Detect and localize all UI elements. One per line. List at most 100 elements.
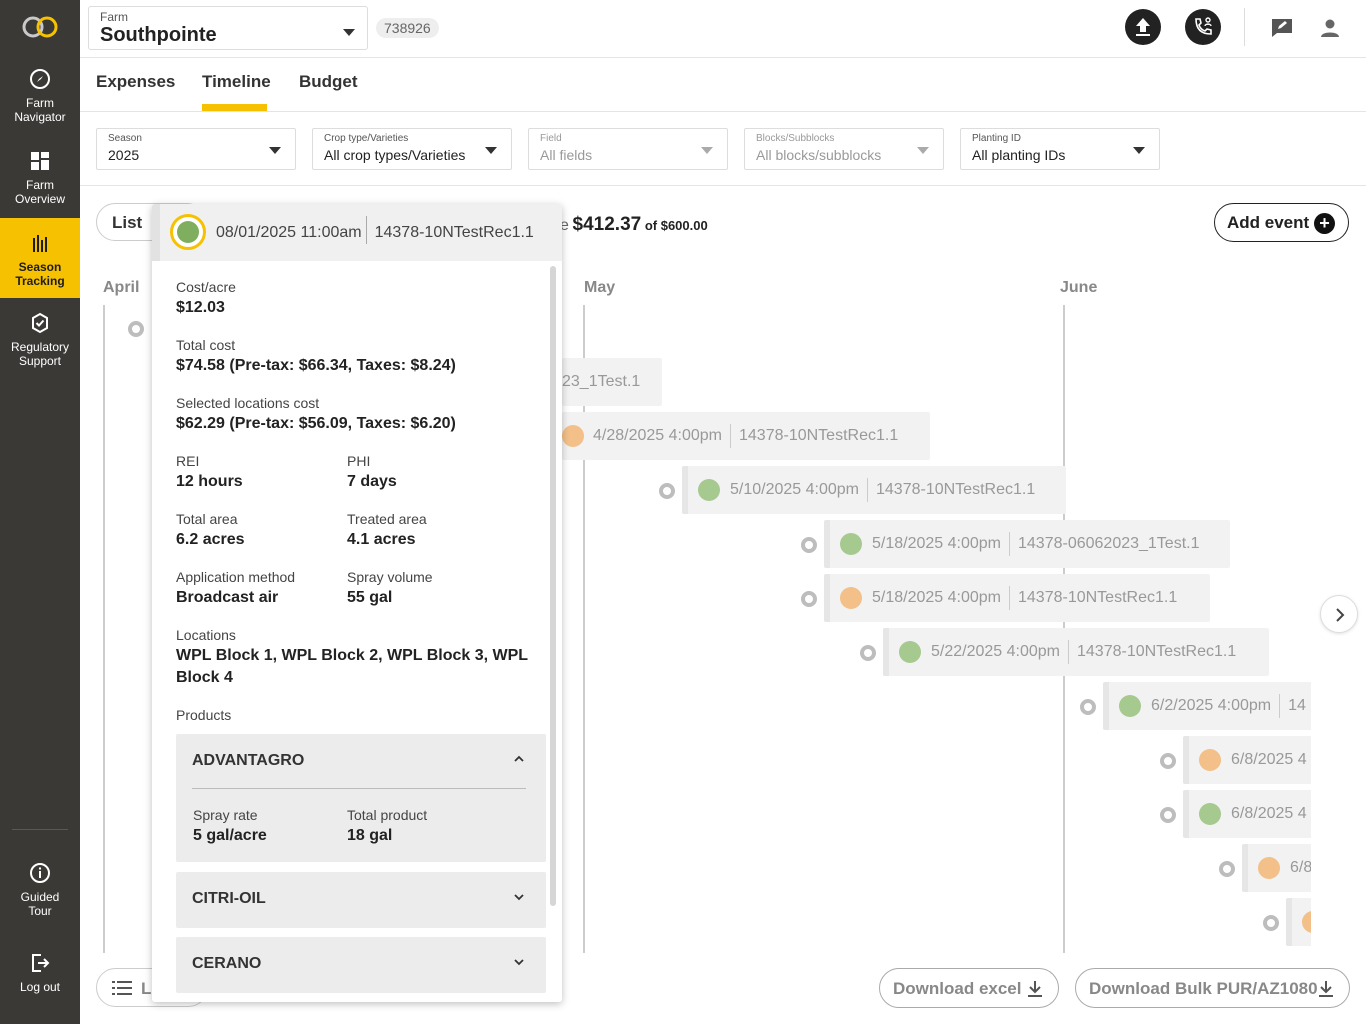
pest-icon [562, 425, 584, 447]
filter-label: Planting ID [972, 133, 1021, 144]
feedback-icon[interactable] [1270, 16, 1294, 40]
rei-value: 12 hours [176, 473, 243, 490]
timeline-event-card[interactable]: 6/2/2025 4:00pm 14 [1103, 682, 1311, 730]
chevron-up-icon[interactable] [514, 754, 524, 764]
accordion-divider [192, 788, 526, 789]
nav-label-line2: Tracking [15, 274, 65, 288]
event-date: 5/10/2025 4:00pm [730, 481, 859, 498]
timeline-dot [128, 321, 144, 337]
blocks-filter[interactable]: Blocks/Subblocks All blocks/subblocks [744, 128, 944, 170]
download-excel-button[interactable]: Download excel [879, 968, 1059, 1008]
product-accordion-cerano[interactable]: CERANO [176, 937, 546, 993]
nav-label-line2: Tour [28, 904, 52, 918]
event-rec: 23_1Test.1 [562, 373, 641, 390]
nav-label-line1: Season [18, 260, 62, 274]
plus-icon: + [1314, 213, 1335, 234]
product-name: ADVANTAGRO [192, 752, 305, 769]
event-date: 6/8/2025 4 [1231, 751, 1307, 768]
add-event-label: Add event [1227, 213, 1310, 232]
budget-prefix: e [560, 217, 569, 234]
filter-label: Crop type/Varieties [324, 133, 409, 144]
timeline-event-card[interactable]: 5/22/2025 4:00pm 14378-10NTestRec1.1 [883, 628, 1269, 676]
popup-header: 08/01/2025 11:00am 14378-10NTestRec1.1 [152, 204, 562, 261]
leaf-icon [170, 214, 206, 250]
app-logo-icon[interactable] [22, 14, 58, 40]
nav-guided-tour[interactable]: Guided Tour [0, 862, 80, 918]
pest-icon [1258, 857, 1280, 879]
tab-expenses[interactable]: Expenses [96, 72, 176, 91]
timeline-event-card[interactable]: 5/10/2025 4:00pm 14378-10NTestRec1.1 [682, 466, 1066, 514]
total-product-label: Total product [347, 807, 428, 823]
contact-support-button[interactable] [1185, 9, 1221, 45]
spray-volume-label: Spray volume [347, 569, 433, 585]
timeline-event-card[interactable]: 6/8/2025 4 [1183, 790, 1311, 838]
timeline-next-button[interactable] [1320, 595, 1358, 633]
crop-type-filter[interactable]: Crop type/Varieties All crop types/Varie… [312, 128, 512, 170]
active-tab-indicator [202, 104, 267, 111]
filter-value: All fields [540, 147, 593, 163]
chevron-right-icon [1336, 608, 1345, 622]
nav-label-line1: Log out [19, 980, 61, 994]
filter-bar: Season 2025 Crop type/Varieties All crop… [80, 112, 1366, 186]
treated-area-label: Treated area [347, 511, 427, 527]
farm-select-value: Southpointe [100, 24, 217, 46]
nav-label-line2: Navigator [14, 110, 66, 124]
product-accordion-citri-oil[interactable]: CITRI-OIL [176, 872, 546, 928]
tab-timeline[interactable]: Timeline [202, 72, 271, 91]
add-event-button[interactable]: Add event + [1214, 203, 1349, 242]
timeline-event-card[interactable]: 6/8/2025 4 [1183, 736, 1311, 784]
farm-id-badge: 738926 [376, 18, 439, 38]
timeline-dot [1160, 807, 1176, 823]
timeline-dot [1219, 861, 1235, 877]
planting-id-filter[interactable]: Planting ID All planting IDs [960, 128, 1160, 170]
timeline-event-card[interactable]: 5/18/2025 4:00pm 14378-10NTestRec1.1 [824, 574, 1210, 622]
application-method-value: Broadcast air [176, 589, 279, 606]
chevron-down-icon[interactable] [514, 892, 524, 902]
nav-label-line1: Farm [26, 178, 54, 192]
month-line [103, 305, 105, 953]
separator [867, 477, 868, 502]
farm-select[interactable]: Farm Southpointe [88, 6, 368, 50]
season-filter[interactable]: Season 2025 [96, 128, 296, 170]
filter-value: All blocks/subblocks [756, 147, 882, 163]
nav-farm-overview[interactable]: Farm Overview [0, 150, 80, 206]
budget-spent: $412.37 [572, 214, 642, 235]
leaf-icon [1199, 803, 1221, 825]
product-accordion-advantagro[interactable]: ADVANTAGRO Spray rate 5 gal/acre Total p… [176, 734, 546, 862]
nav-season-tracking[interactable]: Season Tracking [0, 218, 80, 298]
pest-icon [840, 587, 862, 609]
info-icon [30, 863, 50, 883]
timeline-event-card[interactable]: 23_1Test.1 [562, 358, 662, 406]
timeline-event-card[interactable]: 6/8 [1242, 844, 1311, 892]
nav-farm-navigator[interactable]: Farm Navigator [0, 68, 80, 124]
timeline-event-card[interactable] [1286, 898, 1311, 946]
filter-value: 2025 [108, 147, 140, 163]
cost-acre-label: Cost/acre [176, 279, 236, 295]
legend-label: L [141, 979, 152, 998]
caret-down-icon [917, 147, 929, 154]
topbar-divider [1244, 8, 1245, 46]
product-name: CITRI-OIL [192, 890, 266, 907]
spray-rate-value: 5 gal/acre [193, 827, 267, 844]
timeline-event-card[interactable]: 5/18/2025 4:00pm 14378-06062023_1Test.1 [824, 520, 1230, 568]
month-line [583, 305, 585, 953]
upload-button[interactable] [1125, 9, 1161, 45]
budget-summary: e $412.37 of $600.00 [560, 214, 708, 236]
popup-scrollbar[interactable] [550, 266, 556, 906]
chevron-down-icon[interactable] [514, 957, 524, 967]
tab-budget[interactable]: Budget [299, 72, 358, 91]
filter-label: Field [540, 133, 562, 144]
nav-regulatory-support[interactable]: Regulatory Support [0, 312, 80, 368]
treated-area-value: 4.1 acres [347, 531, 416, 548]
timeline-event-card[interactable]: 4/28/2025 4:00pm 14378-10NTestRec1.1 [562, 412, 930, 460]
event-date: 4/28/2025 4:00pm [593, 427, 722, 444]
user-icon[interactable] [1318, 16, 1342, 40]
nav-log-out[interactable]: Log out [0, 952, 80, 994]
caret-down-icon [269, 147, 281, 154]
nav-label-line1: Guided [20, 890, 60, 904]
event-rec: 14 [1288, 697, 1306, 714]
filter-label: Season [108, 133, 142, 144]
leaf-icon [899, 641, 921, 663]
field-filter[interactable]: Field All fields [528, 128, 728, 170]
download-bulk-button[interactable]: Download Bulk PUR/AZ1080 [1075, 968, 1350, 1008]
